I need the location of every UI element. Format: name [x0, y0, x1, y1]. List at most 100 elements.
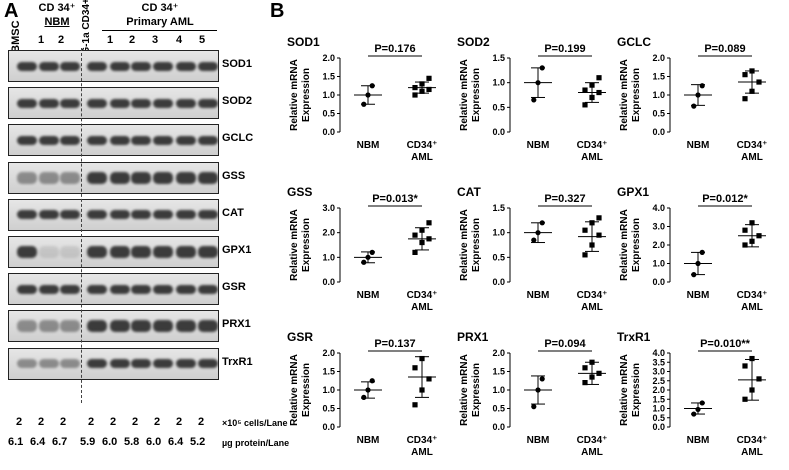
- y-tick-label: 0.5: [322, 404, 335, 414]
- blot-band: [17, 135, 37, 145]
- chart-cat: CAT P=0.327 Relative mRNA Expression 0.0 0.5 1…: [457, 185, 608, 313]
- blot-band: [131, 210, 151, 220]
- blot-band: [87, 171, 107, 184]
- data-point: [756, 79, 762, 85]
- x-category-label: CD34⁺: [577, 435, 608, 446]
- lane-number: 2: [58, 34, 65, 46]
- y-tick-label: 0.5: [652, 109, 665, 119]
- y-tick-label: 4.0: [652, 203, 665, 213]
- blot-band: [153, 284, 173, 294]
- chart-gsr: GSR P=0.137 Relative mRNA Expression 0.0 0.5 1…: [287, 330, 437, 458]
- blot-band: [131, 320, 151, 333]
- data-point: [412, 249, 418, 255]
- data-point: [412, 232, 418, 238]
- y-axis-label: Relative mRNA: [289, 354, 300, 426]
- data-point: [365, 92, 371, 98]
- chart-sod2: SOD2 P=0.199 Relative mRNA Expression 0.0 0.5…: [457, 35, 607, 163]
- blot-band: [39, 61, 59, 71]
- y-tick-label: 1.5: [652, 394, 665, 404]
- blot-band: [17, 210, 37, 220]
- x-category-label: NBM: [357, 290, 380, 301]
- blot-band: [39, 246, 59, 258]
- blot-cat: [8, 198, 219, 231]
- cells-value: 2: [16, 416, 23, 428]
- blot-gsr: [8, 273, 219, 306]
- chart-gpx1: GPX1 P=0.012* Relative mRNA Expression 0.0 1.…: [617, 185, 767, 313]
- data-point: [539, 65, 545, 71]
- blot-band: [87, 284, 107, 294]
- x-category-label: CD34⁺: [407, 140, 438, 151]
- x-category-label: CD34⁺: [577, 290, 608, 301]
- blot-band: [176, 320, 196, 333]
- y-tick-label: 0.0: [652, 422, 665, 432]
- data-point: [582, 102, 588, 108]
- y-tick-label: 0.0: [492, 277, 505, 287]
- y-tick-label: 1.5: [322, 72, 335, 82]
- data-point: [539, 376, 545, 382]
- data-point: [426, 75, 432, 81]
- blot-band: [60, 284, 80, 294]
- y-tick-label: 2.0: [322, 53, 335, 63]
- blot-band: [176, 61, 196, 71]
- lane-number: 1: [38, 34, 45, 46]
- blot-prx1: [8, 310, 219, 343]
- blot-band: [17, 246, 37, 258]
- data-point: [749, 355, 755, 362]
- x-category-label: AML: [741, 152, 763, 163]
- blot-band: [110, 320, 130, 333]
- blot-band: [110, 359, 130, 369]
- blot-band: [131, 359, 151, 369]
- data-point: [412, 402, 418, 408]
- data-point: [596, 232, 602, 238]
- y-tick-label: 3.5: [652, 357, 665, 367]
- cells-value: 2: [154, 416, 161, 428]
- chart-sod1: SOD1 P=0.176 Relative mRNA Expression 0.0 0.5…: [287, 35, 438, 163]
- data-point: [589, 220, 595, 226]
- x-category-label: NBM: [527, 435, 550, 446]
- blot-band: [39, 98, 59, 108]
- data-point: [531, 97, 537, 103]
- blot-band: [60, 359, 80, 369]
- blot-band: [153, 246, 173, 258]
- y-tick-label: 1.5: [492, 367, 505, 377]
- data-point: [412, 85, 418, 91]
- y-tick-label: 1.5: [492, 53, 505, 63]
- data-point: [699, 83, 705, 89]
- chart-title: PRX1: [457, 330, 489, 344]
- data-point: [531, 404, 537, 410]
- y-tick-label: 3.0: [652, 367, 665, 377]
- data-point: [596, 75, 602, 81]
- y-tick-label: 2.5: [652, 376, 665, 386]
- y-tick-label: 0.0: [652, 277, 665, 287]
- chart-title: GSS: [287, 185, 312, 199]
- blot-band: [176, 135, 196, 145]
- y-tick-label: 2.0: [322, 228, 335, 238]
- data-point: [361, 394, 367, 400]
- y-axis-label: Expression: [301, 68, 312, 122]
- data-point: [742, 396, 748, 402]
- blot-sod2: [8, 87, 219, 120]
- data-point: [749, 387, 755, 393]
- data-point: [582, 380, 588, 386]
- blot-band: [60, 210, 80, 220]
- y-tick-label: 0.5: [492, 252, 505, 262]
- data-point: [535, 387, 541, 393]
- y-tick-label: 1.0: [492, 385, 505, 395]
- blot-band: [87, 210, 107, 220]
- cells-unit-label: ×10⁵ cells/Lane: [222, 418, 288, 428]
- lane-number: 1: [107, 34, 114, 46]
- data-point: [582, 365, 588, 371]
- chart-prx1: PRX1 P=0.094 Relative mRNA Expression 0.0 0.5…: [457, 330, 608, 458]
- data-point: [419, 355, 425, 362]
- p-value-label: P=0.199: [544, 43, 585, 55]
- y-tick-label: 0.5: [492, 102, 505, 112]
- protein-unit-label: µg protein/Lane: [222, 438, 290, 448]
- blot-band: [198, 135, 218, 145]
- chart-gclc: GCLC P=0.089 Relative mRNA Expression 0.0 0.5…: [617, 35, 767, 163]
- y-axis-label: Relative mRNA: [619, 209, 630, 281]
- data-point: [742, 227, 748, 233]
- blot-band: [17, 359, 37, 369]
- blot-band: [87, 98, 107, 108]
- data-point: [695, 406, 701, 413]
- blot-band: [176, 210, 196, 220]
